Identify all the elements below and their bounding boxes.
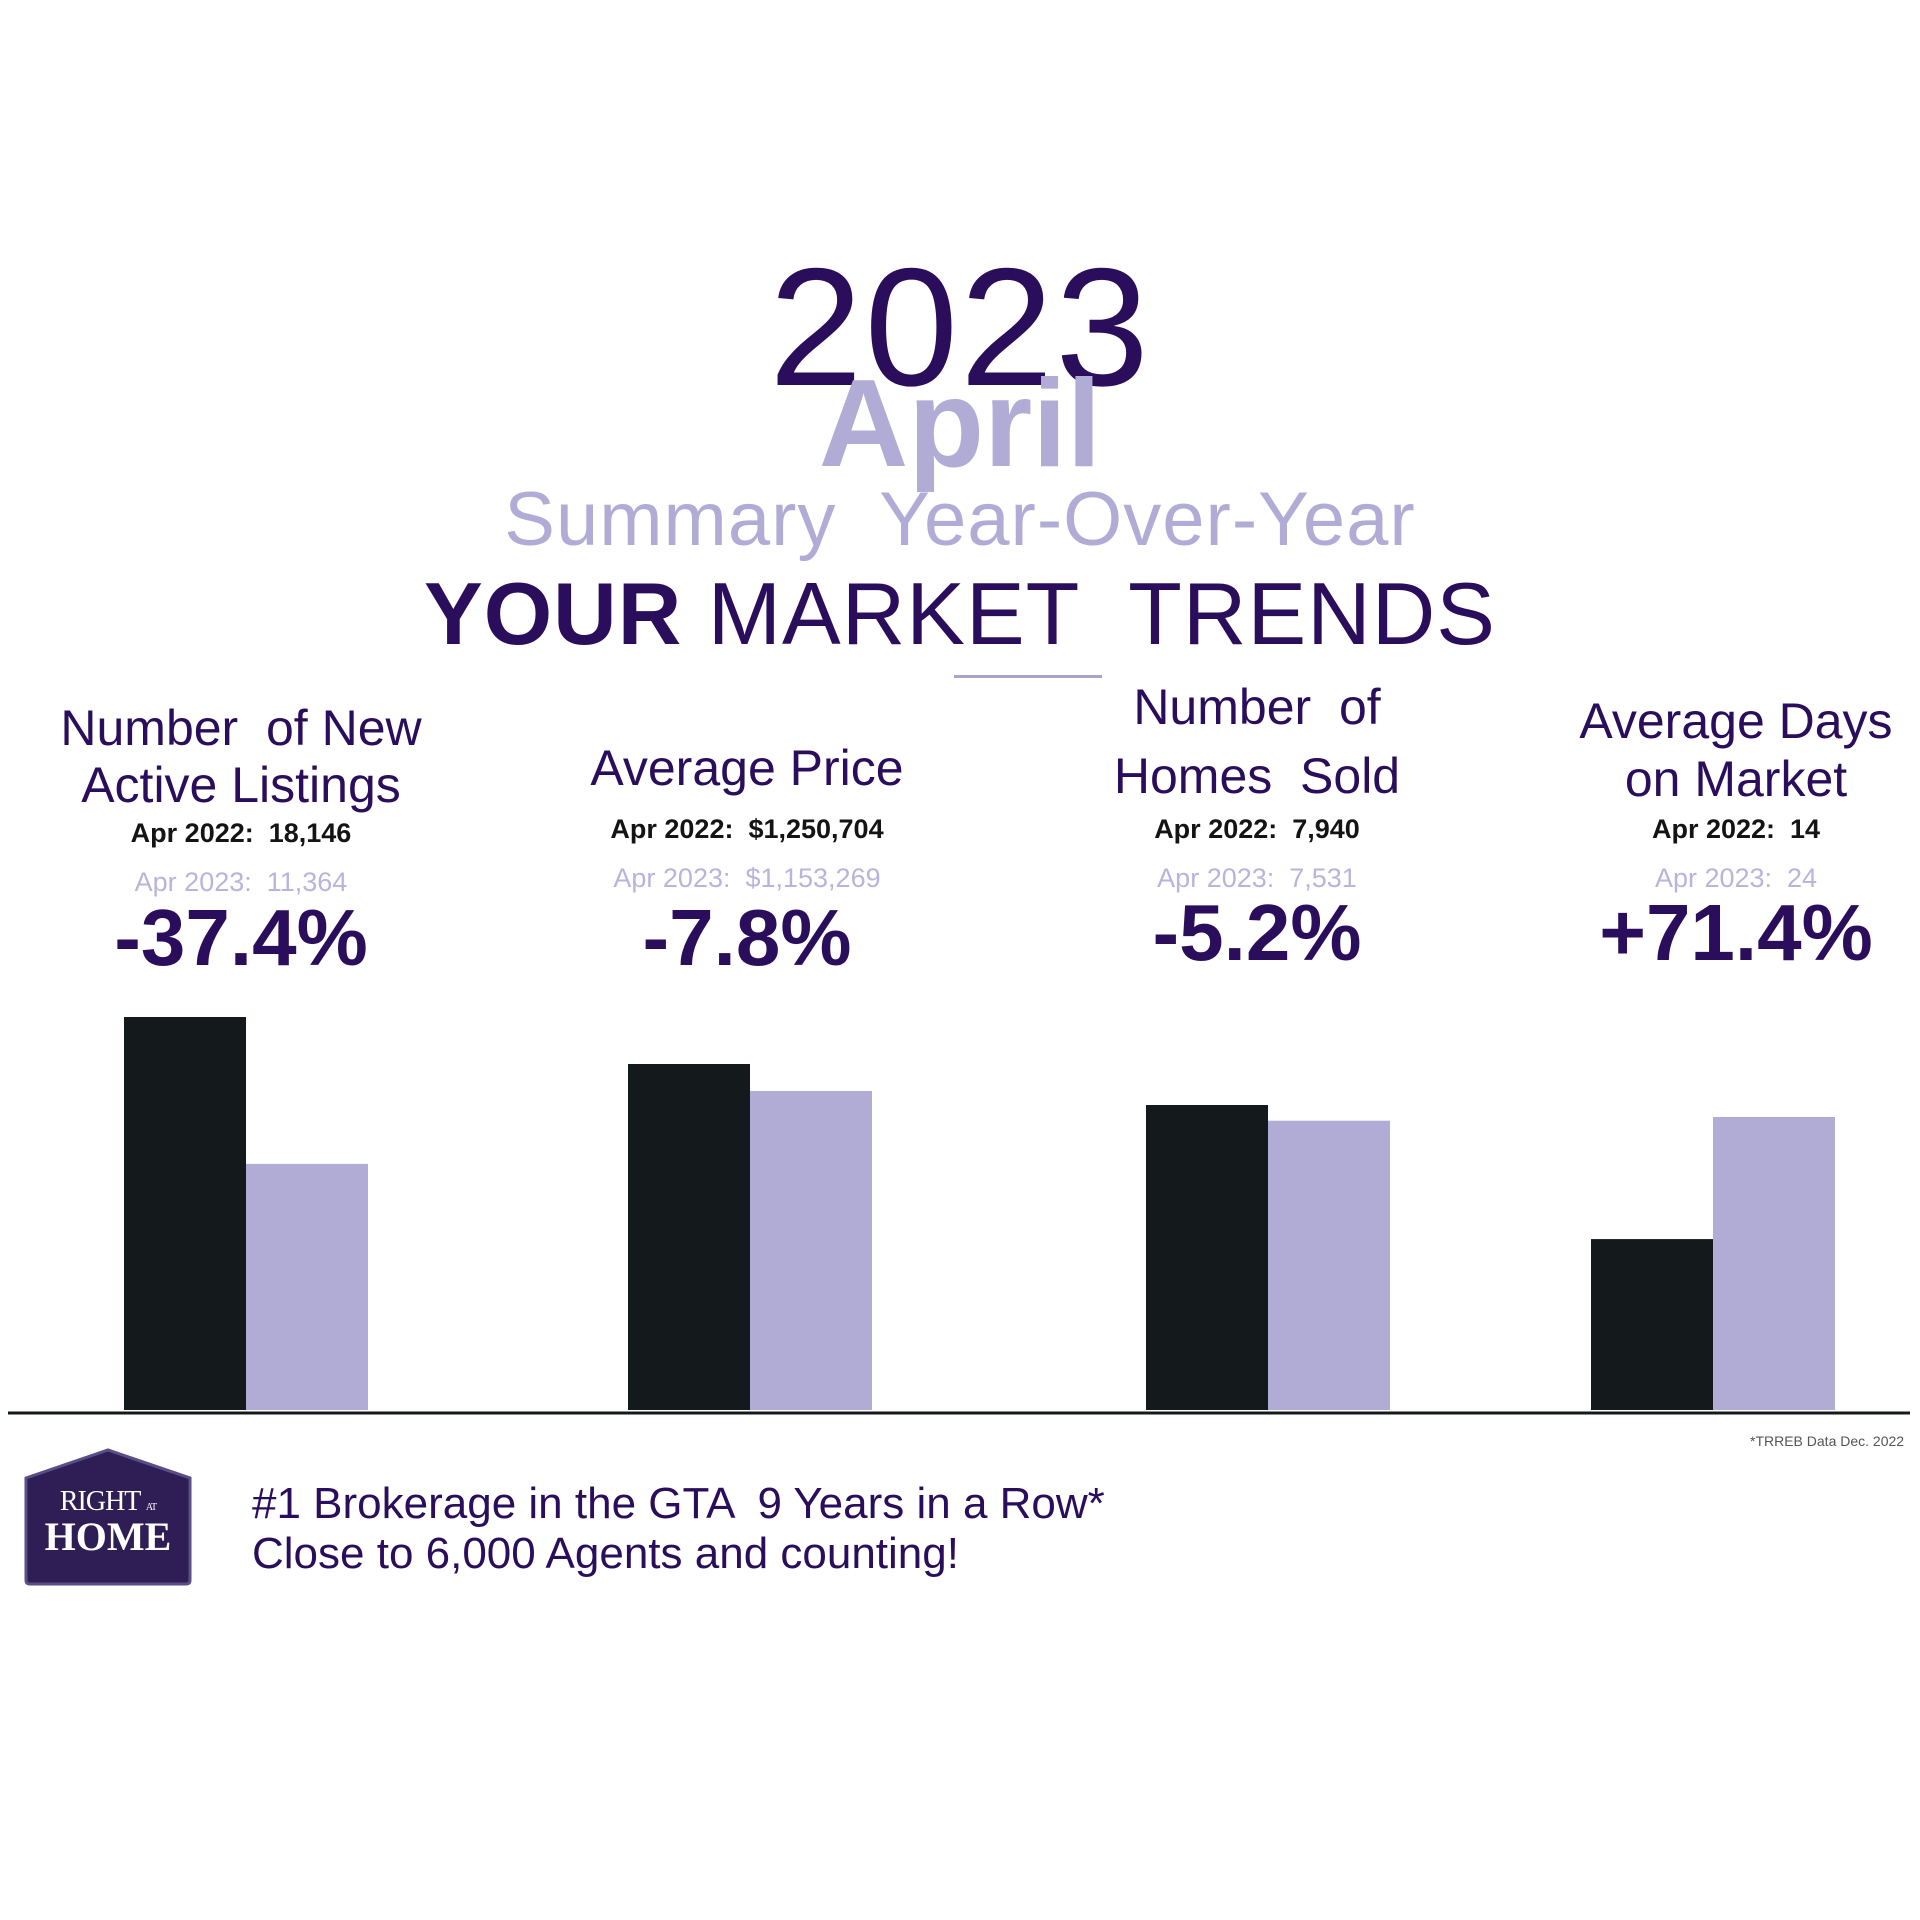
kpi-title-line2: Active Listings [81, 757, 401, 813]
title-regular: MARKET TRENDS [682, 564, 1496, 663]
tagline-line2: Close to 6,000 Agents and counting! [252, 1529, 959, 1578]
kpi-change-percent: -5.2% [1152, 888, 1362, 977]
month-heading: April [818, 355, 1102, 493]
summary-subtitle: Summary Year-Over-Year [504, 477, 1416, 562]
kpi-title-line1: Number of New [60, 700, 422, 756]
kpi-current-value: Apr 2023: 11,364 [134, 867, 348, 897]
title-bold: YOUR [424, 564, 683, 663]
year-heading: 2023 [769, 233, 1151, 421]
bar-2023-1 [750, 1090, 872, 1410]
kpi-title-line1: Number of [1133, 679, 1381, 735]
kpi-title-line2: Homes Sold [1113, 748, 1401, 804]
kpi-current-value: Apr 2023: 24 [1654, 863, 1818, 893]
kpi-current-value: Apr 2023: 7,531 [1157, 863, 1357, 893]
tagline-line1: #1 Brokerage in the GTA 9 Years in a Row… [252, 1479, 1105, 1528]
bar-2022-3 [1591, 1239, 1713, 1410]
svg-text:HOME: HOME [45, 1514, 172, 1559]
kpi-prev-value: Apr 2022: 18,146 [130, 818, 352, 848]
page-title: YOUR MARKET TRENDS [0, 570, 1920, 658]
kpi-change-percent: -37.4% [114, 893, 368, 982]
bar-2022-1 [628, 1064, 750, 1410]
kpi-prev-value: Apr 2022: 7,940 [1154, 814, 1360, 844]
bar-2022-0 [124, 1017, 246, 1410]
kpi-current-value: Apr 2023: $1,153,269 [613, 863, 881, 893]
kpi-prev-value: Apr 2022: $1,250,704 [610, 814, 884, 844]
kpi-prev-value: Apr 2022: 14 [1651, 814, 1821, 844]
bar-2023-2 [1268, 1120, 1390, 1410]
kpi-title-line1: Average Days [1579, 693, 1893, 749]
bar-2023-3 [1713, 1117, 1835, 1410]
title-underline [954, 675, 1102, 678]
bar-2023-0 [246, 1163, 368, 1410]
bar-2022-2 [1146, 1105, 1268, 1410]
data-source-footnote: *TRREB Data Dec. 2022 [1750, 1433, 1905, 1449]
kpi-title-line1: Average Price [590, 740, 904, 796]
kpi-change-percent: +71.4% [1599, 888, 1873, 977]
svg-text:RIGHT AT: RIGHT AT [60, 1486, 157, 1517]
kpi-change-percent: -7.8% [642, 893, 852, 982]
right-at-home-logo: RIGHT AT HOME [24, 1448, 192, 1586]
kpi-title-line2: on Market [1624, 751, 1848, 807]
